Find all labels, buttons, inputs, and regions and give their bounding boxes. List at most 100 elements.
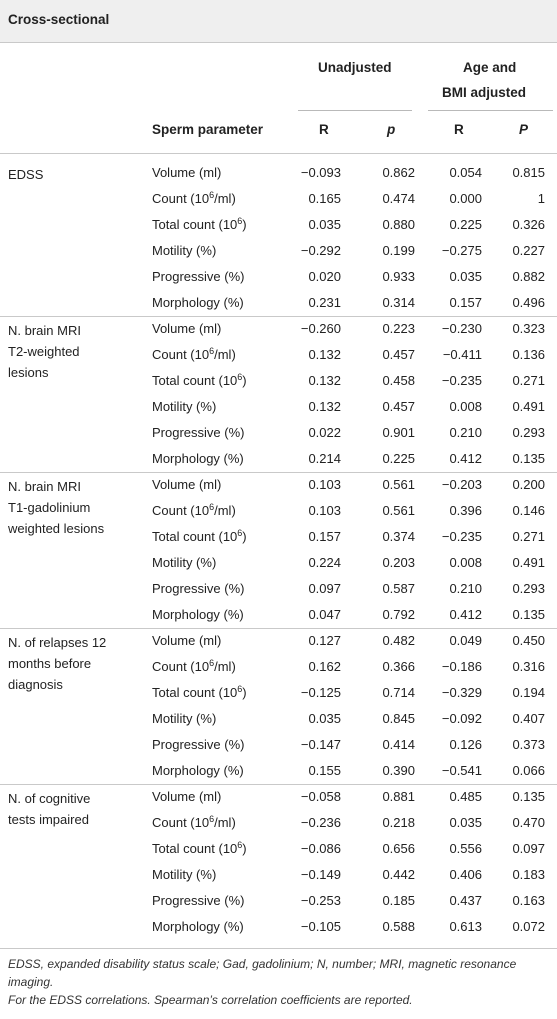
row-group-label: EDSS (8, 164, 43, 185)
cell-r: 0.165 (308, 191, 341, 206)
header-p-adjusted: P (519, 122, 529, 137)
header-p-unadjusted: p (387, 122, 396, 137)
cell-p: 0.225 (382, 451, 415, 466)
cell-r: −0.292 (300, 243, 341, 258)
cell-ra: −0.235 (441, 529, 482, 544)
cell-sperm-parameter: Volume (ml) (152, 633, 222, 648)
cell-p: 0.390 (382, 763, 415, 778)
cell-r: 0.132 (308, 373, 341, 388)
cell-r: −0.105 (300, 919, 341, 934)
cell-sperm-parameter: Total count (106) (152, 528, 247, 545)
table-title: Cross-sectional (8, 12, 110, 27)
cell-pa: 0.200 (512, 477, 545, 492)
cell-sperm-parameter: Volume (ml) (152, 789, 222, 804)
cell-sperm-parameter: Morphology (%) (152, 919, 244, 934)
cell-r: 0.231 (308, 295, 341, 310)
cell-pa: 0.316 (512, 659, 545, 674)
cell-sperm-parameter: Count (106/ml) (152, 190, 236, 207)
cell-ra: 0.126 (449, 737, 482, 752)
cell-p: 0.880 (382, 217, 415, 232)
cell-sperm-parameter: Motility (%) (152, 243, 217, 258)
row-group-label-line: EDSS (8, 167, 44, 182)
cell-p: 0.933 (382, 269, 415, 284)
cell-pa: 0.491 (512, 555, 545, 570)
row-group-label-line: N. brain MRI (8, 323, 81, 338)
cell-sperm-parameter: Motility (%) (152, 867, 217, 882)
cell-ra: 0.054 (449, 165, 482, 180)
cell-p: 0.203 (382, 555, 415, 570)
cell-p: 0.374 (382, 529, 415, 544)
row-group-label-line: T2-weighted (8, 344, 80, 359)
cell-ra: 0.613 (449, 919, 482, 934)
cell-ra: −0.235 (441, 373, 482, 388)
header-sperm-parameter: Sperm parameter (152, 122, 264, 137)
cell-r: 0.103 (308, 503, 341, 518)
cell-pa: 0.183 (512, 867, 545, 882)
cell-ra: 0.000 (449, 191, 482, 206)
cell-sperm-parameter: Progressive (%) (152, 581, 245, 596)
row-group-label-line: months before (8, 656, 92, 671)
cell-r: 0.224 (308, 555, 341, 570)
cell-p: 0.414 (382, 737, 415, 752)
cell-r: −0.058 (300, 789, 341, 804)
cell-r: 0.035 (308, 217, 341, 232)
row-group-label-line: N. of cognitive (8, 791, 91, 806)
cell-sperm-parameter: Progressive (%) (152, 269, 245, 284)
header-rule (0, 153, 557, 154)
cell-r: 0.022 (308, 425, 341, 440)
cell-ra: 0.396 (449, 503, 482, 518)
cell-p: 0.457 (382, 347, 415, 362)
cell-ra: 0.157 (449, 295, 482, 310)
cell-r: −0.253 (300, 893, 341, 908)
header-unadjusted-underline (298, 110, 412, 111)
cell-pa: 0.491 (512, 399, 545, 414)
header-adjusted-line2: BMI adjusted (442, 85, 527, 100)
cell-p: 0.901 (382, 425, 415, 440)
title-rule (0, 42, 557, 43)
header-unadjusted: Unadjusted (318, 60, 392, 75)
cell-ra: −0.186 (441, 659, 482, 674)
cell-pa: 0.135 (512, 789, 545, 804)
cell-sperm-parameter: Total count (106) (152, 372, 247, 389)
cell-r: −0.260 (300, 321, 341, 336)
cell-pa: 0.271 (512, 373, 545, 388)
cell-r: 0.020 (308, 269, 341, 284)
cell-sperm-parameter: Count (106/ml) (152, 814, 236, 831)
cell-r: 0.162 (308, 659, 341, 674)
bottom-rule (0, 948, 557, 949)
cell-sperm-parameter: Count (106/ml) (152, 658, 236, 675)
cell-r: −0.093 (300, 165, 341, 180)
cell-pa: 0.227 (512, 243, 545, 258)
cell-sperm-parameter: Morphology (%) (152, 763, 244, 778)
cell-r: 0.214 (308, 451, 341, 466)
cell-sperm-parameter: Total count (106) (152, 840, 247, 857)
cell-p: 0.458 (382, 373, 415, 388)
row-group-label-line: lesions (8, 365, 49, 380)
cell-pa: 0.293 (512, 581, 545, 596)
cell-r: −0.086 (300, 841, 341, 856)
cell-pa: 0.470 (512, 815, 545, 830)
cell-sperm-parameter: Count (106/ml) (152, 502, 236, 519)
cell-p: 0.457 (382, 399, 415, 414)
cell-p: 0.199 (382, 243, 415, 258)
cell-ra: −0.329 (441, 685, 482, 700)
cell-p: 0.792 (382, 607, 415, 622)
cell-ra: 0.049 (449, 633, 482, 648)
cell-sperm-parameter: Total count (106) (152, 684, 247, 701)
row-group-label-line: T1-gadolinium (8, 500, 91, 515)
cell-ra: 0.035 (449, 269, 482, 284)
cell-pa: 0.323 (512, 321, 545, 336)
cell-pa: 0.450 (512, 633, 545, 648)
cell-pa: 0.373 (512, 737, 545, 752)
cell-pa: 0.815 (512, 165, 545, 180)
cell-ra: 0.008 (449, 555, 482, 570)
cell-sperm-parameter: Morphology (%) (152, 451, 244, 466)
row-group-label: N. brain MRI T2-weighted lesions (8, 320, 81, 383)
cell-sperm-parameter: Volume (ml) (152, 477, 222, 492)
cell-r: 0.132 (308, 399, 341, 414)
cell-sperm-parameter: Motility (%) (152, 711, 217, 726)
cell-r: 0.103 (308, 477, 341, 492)
cell-r: 0.035 (308, 711, 341, 726)
cell-ra: 0.485 (449, 789, 482, 804)
